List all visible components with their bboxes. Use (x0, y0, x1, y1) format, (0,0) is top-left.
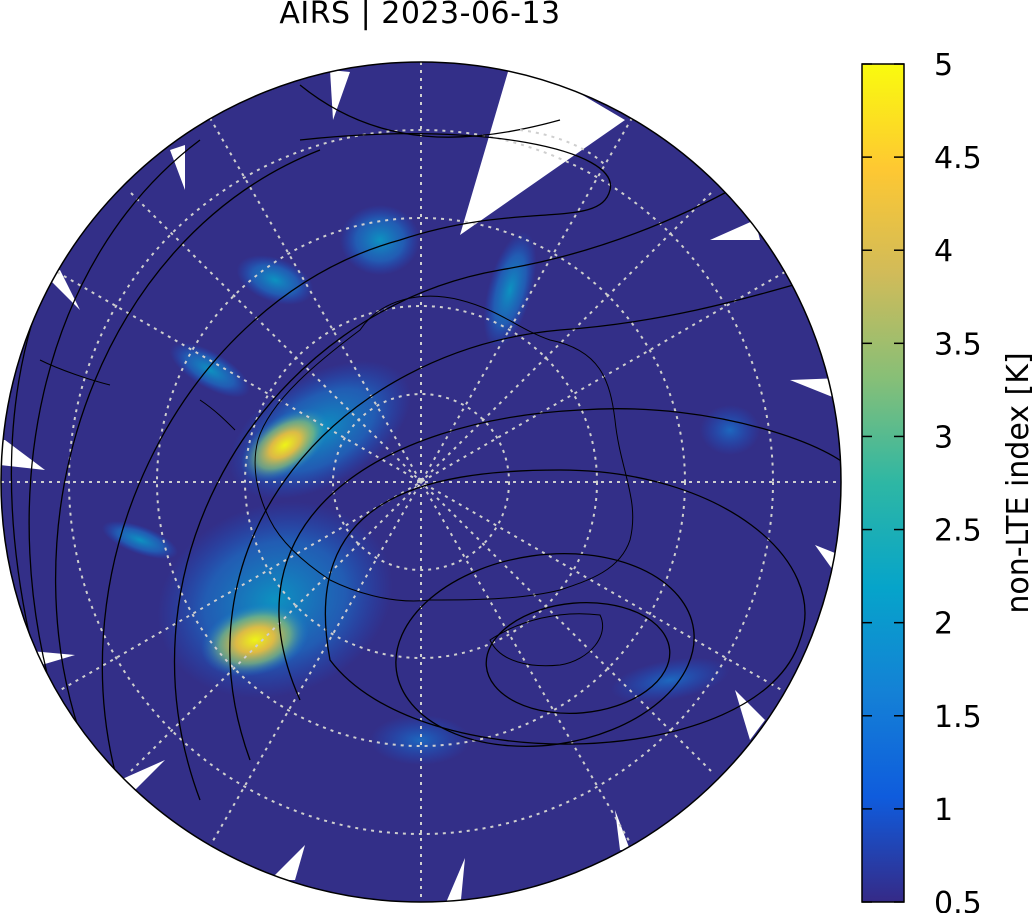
latitude-gridlines (68, 129, 774, 835)
colorbar-tick-label: 5 (934, 48, 953, 83)
colorbar-ticks: 0.5 1 1.5 2 2.5 3 3.5 4 4.5 5 (862, 48, 982, 913)
colorbar-gradient (861, 63, 905, 903)
colorbar-tick-label: 3.5 (934, 327, 982, 362)
wave-activity-patches (102, 205, 760, 765)
colorbar-tick-label: 2 (934, 607, 953, 642)
longitude-gridlines (1, 62, 841, 902)
colorbar-tick-label: 0.5 (934, 886, 982, 913)
colorbar-tick-label: 1 (934, 793, 953, 828)
map-border (0, 61, 842, 903)
colorbar-tick-label: 1.5 (934, 700, 982, 735)
colorbar-tick-label: 2.5 (934, 514, 982, 549)
map-disc (1, 62, 841, 902)
contour-lines (10, 84, 841, 821)
map-title: AIRS | 2023-06-13 (279, 0, 561, 31)
polar-map (0, 61, 842, 903)
colorbar-tick-label: 4 (934, 234, 953, 269)
coastlines (39, 295, 634, 667)
colorbar-tick-label: 4.5 (934, 141, 982, 176)
colorbar-tick-label: 3 (934, 420, 953, 455)
colorbar-label: non-LTE index [K] (1001, 352, 1032, 613)
